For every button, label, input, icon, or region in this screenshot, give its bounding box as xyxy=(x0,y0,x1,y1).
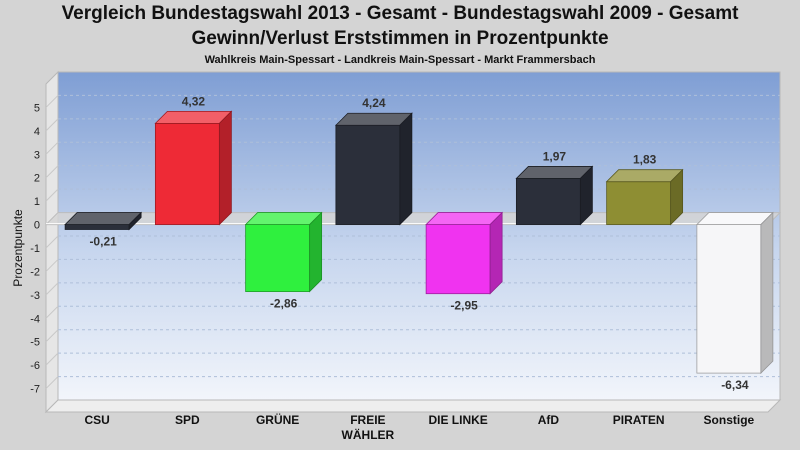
x-tick-label: DIE LINKE xyxy=(428,413,487,427)
bar-top xyxy=(64,212,143,225)
bar-front xyxy=(64,224,130,230)
bar-side xyxy=(670,168,684,226)
y-tick-label: 5 xyxy=(34,102,40,114)
grid-line-side xyxy=(45,188,59,202)
data-label: 4,24 xyxy=(362,96,386,110)
y-tick-label: -6 xyxy=(30,360,40,372)
x-tick-label: CSU xyxy=(84,413,109,427)
grid-line-side xyxy=(45,282,59,296)
grid-line-side xyxy=(45,95,59,108)
grid-line-side xyxy=(45,305,59,319)
y-tick-label: 2 xyxy=(34,173,40,185)
y-tick-label: -1 xyxy=(30,243,40,255)
bar-side xyxy=(309,211,323,293)
data-label: 1,97 xyxy=(543,149,567,163)
grid-line-side xyxy=(45,329,59,343)
bar-front xyxy=(515,178,581,225)
bar-top xyxy=(154,110,233,124)
bar-side xyxy=(579,165,593,226)
y-tick-label: -2 xyxy=(30,266,40,278)
data-label: -2,86 xyxy=(270,297,298,311)
grid-line-side xyxy=(45,352,59,366)
grid-line-side xyxy=(45,165,59,179)
y-tick-label: 4 xyxy=(34,126,40,138)
y-tick-label: -7 xyxy=(30,384,40,396)
bar-top xyxy=(334,112,413,126)
data-label: -2,95 xyxy=(450,299,478,313)
bar-die-linke xyxy=(425,211,504,295)
bar-top xyxy=(605,169,684,183)
grid-line-side xyxy=(45,141,59,155)
bar-piraten xyxy=(605,168,684,226)
y-tick-label: 3 xyxy=(34,149,40,161)
bar-sonstige xyxy=(695,211,774,375)
x-tick-label: WÄHLER xyxy=(342,427,395,442)
bar-front xyxy=(606,181,672,225)
y-axis-label: Prozentpunkte xyxy=(11,209,25,287)
y-tick-label: 1 xyxy=(34,196,40,208)
data-label: -6,34 xyxy=(721,378,749,392)
grid-line-side xyxy=(45,376,59,389)
bar-side xyxy=(218,110,232,226)
y-tick-label: -3 xyxy=(30,290,40,302)
bar-front xyxy=(335,124,401,225)
chart-title: Vergleich Bundestagswahl 2013 - Gesamt -… xyxy=(61,3,739,24)
plot-floor xyxy=(44,399,782,413)
bar-front xyxy=(425,224,491,295)
y-tick-label: -4 xyxy=(30,313,40,325)
bar-top xyxy=(244,212,323,225)
bar-front xyxy=(696,224,762,374)
bar-top xyxy=(515,166,594,179)
grid-line-side xyxy=(45,118,59,132)
x-tick-label: GRÜNE xyxy=(256,412,299,427)
x-tick-label: AfD xyxy=(538,413,560,427)
grid-line-side xyxy=(45,235,59,249)
bar-side xyxy=(128,211,142,231)
x-tick-label: FREIE xyxy=(350,413,385,427)
y-tick-label: -5 xyxy=(30,337,40,349)
bar-top xyxy=(425,212,504,225)
chart-subtitle: Gewinn/Verlust Erststimmen in Prozentpun… xyxy=(191,28,609,49)
grid-line-side xyxy=(45,259,59,272)
bar-side xyxy=(760,211,774,375)
bar-spd xyxy=(154,110,233,226)
x-tick-label: PIRATEN xyxy=(613,413,665,427)
bar-side xyxy=(399,112,413,226)
bar-freie-wähler xyxy=(334,112,413,226)
bar-side xyxy=(489,211,503,295)
bar-front xyxy=(245,224,311,292)
data-label: -0,21 xyxy=(89,234,117,248)
data-label: 1,83 xyxy=(633,153,657,167)
x-tick-label: Sonstige xyxy=(704,413,755,427)
bar-grüne xyxy=(244,211,323,293)
bar-afd xyxy=(515,165,594,226)
chart-subtitle-region: Wahlkreis Main-Spessart - Landkreis Main… xyxy=(204,54,596,66)
x-tick-label: SPD xyxy=(175,413,200,427)
bar-csu xyxy=(64,211,143,231)
y-tick-label: 0 xyxy=(34,220,40,232)
bar-top xyxy=(695,212,774,225)
data-label: 4,32 xyxy=(182,94,206,108)
bar-front xyxy=(154,122,220,225)
